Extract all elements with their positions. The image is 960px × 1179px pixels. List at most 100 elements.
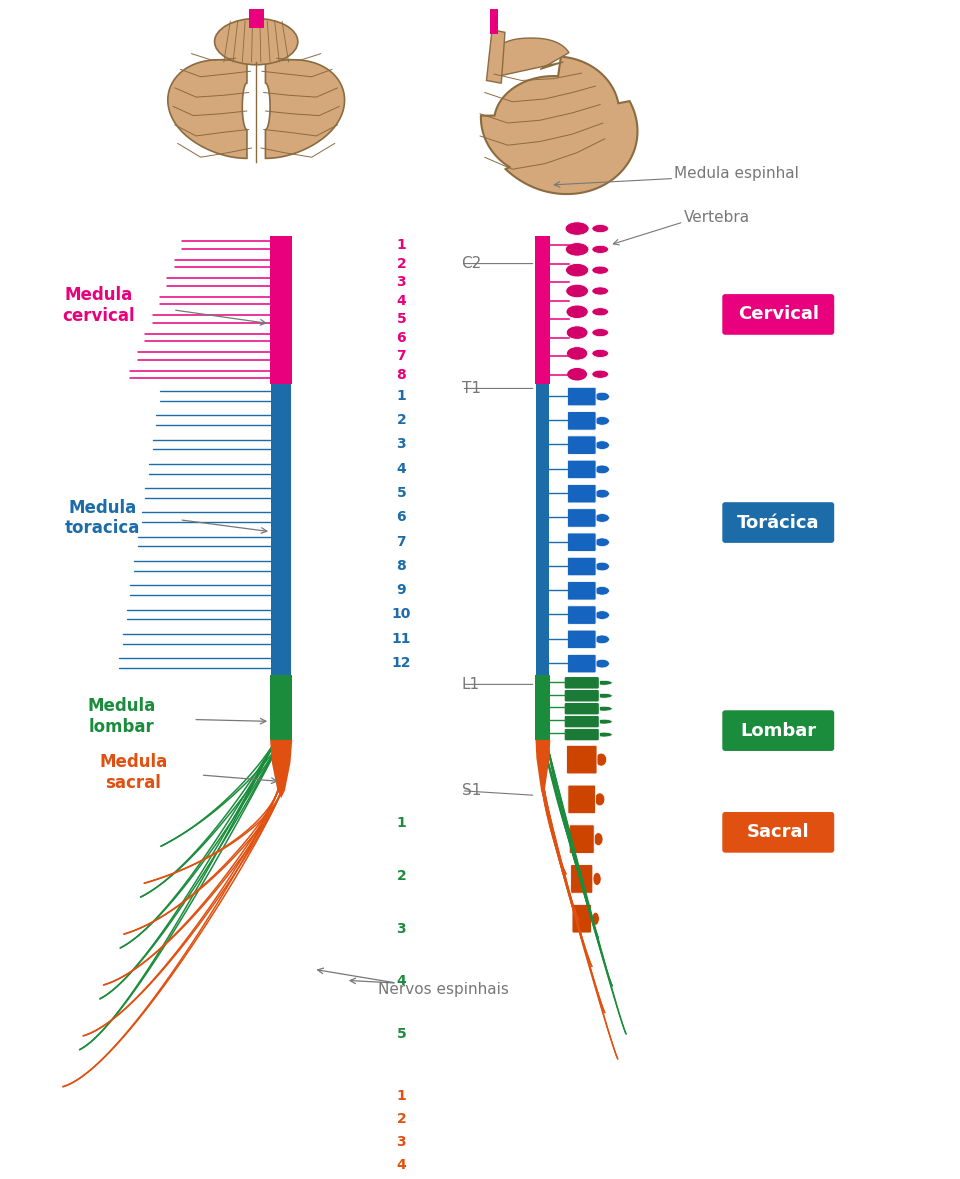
- Ellipse shape: [566, 325, 588, 340]
- Ellipse shape: [595, 706, 612, 711]
- Polygon shape: [249, 9, 264, 28]
- Text: 6: 6: [396, 511, 406, 525]
- Polygon shape: [536, 740, 550, 796]
- Text: 1: 1: [396, 1089, 406, 1102]
- Ellipse shape: [592, 370, 609, 378]
- Ellipse shape: [592, 286, 609, 295]
- FancyBboxPatch shape: [722, 502, 834, 542]
- Text: Vertebra: Vertebra: [684, 210, 750, 225]
- Text: 2: 2: [396, 257, 406, 270]
- Text: S1: S1: [462, 783, 481, 798]
- FancyBboxPatch shape: [566, 745, 597, 773]
- Text: 8: 8: [396, 559, 406, 573]
- Ellipse shape: [594, 659, 610, 668]
- Polygon shape: [491, 38, 569, 77]
- Text: Medula
lombar: Medula lombar: [87, 697, 156, 736]
- Bar: [536, 676, 550, 740]
- Polygon shape: [168, 60, 247, 158]
- Ellipse shape: [594, 538, 610, 547]
- Text: 8: 8: [396, 368, 406, 382]
- Text: Nervos espinhais: Nervos espinhais: [378, 982, 509, 997]
- FancyBboxPatch shape: [564, 716, 599, 727]
- Polygon shape: [487, 29, 505, 84]
- Ellipse shape: [595, 719, 612, 724]
- Text: Medula espinhal: Medula espinhal: [674, 166, 799, 182]
- Text: 4: 4: [396, 974, 406, 988]
- Text: 3: 3: [396, 1135, 406, 1150]
- Bar: [271, 384, 291, 676]
- Text: 3: 3: [396, 437, 406, 452]
- Ellipse shape: [565, 284, 588, 298]
- Ellipse shape: [595, 680, 612, 685]
- Text: 1: 1: [396, 389, 406, 403]
- Text: 3: 3: [396, 275, 406, 289]
- Ellipse shape: [593, 832, 603, 845]
- Ellipse shape: [594, 489, 610, 498]
- FancyBboxPatch shape: [569, 825, 594, 854]
- Ellipse shape: [594, 441, 610, 449]
- Bar: [270, 676, 292, 740]
- Ellipse shape: [592, 349, 609, 357]
- FancyBboxPatch shape: [722, 812, 834, 852]
- Text: 11: 11: [392, 632, 411, 646]
- Text: 1: 1: [396, 238, 406, 252]
- Ellipse shape: [594, 514, 610, 522]
- FancyBboxPatch shape: [564, 690, 599, 702]
- Text: 4: 4: [396, 462, 406, 476]
- Polygon shape: [265, 60, 345, 158]
- Ellipse shape: [595, 732, 612, 737]
- Text: Lombar: Lombar: [740, 722, 816, 739]
- FancyBboxPatch shape: [564, 703, 599, 714]
- Ellipse shape: [594, 611, 610, 619]
- Ellipse shape: [595, 753, 607, 766]
- Text: 10: 10: [392, 607, 411, 621]
- Ellipse shape: [566, 347, 588, 360]
- Text: L1: L1: [462, 677, 480, 692]
- Text: Medula
cervical: Medula cervical: [62, 285, 135, 324]
- Ellipse shape: [594, 393, 610, 401]
- Text: 3: 3: [396, 922, 406, 935]
- Text: T1: T1: [462, 381, 481, 396]
- FancyBboxPatch shape: [567, 411, 596, 430]
- Ellipse shape: [592, 266, 609, 275]
- Text: Sacral: Sacral: [747, 823, 809, 842]
- FancyBboxPatch shape: [567, 654, 596, 673]
- Ellipse shape: [592, 329, 609, 337]
- FancyBboxPatch shape: [570, 864, 593, 894]
- Ellipse shape: [565, 243, 588, 256]
- Ellipse shape: [566, 368, 588, 381]
- Ellipse shape: [594, 586, 610, 595]
- FancyBboxPatch shape: [567, 606, 596, 625]
- Ellipse shape: [594, 635, 610, 644]
- Ellipse shape: [592, 224, 609, 232]
- Text: 4: 4: [396, 1158, 406, 1172]
- Text: C2: C2: [462, 256, 482, 271]
- Text: Torácica: Torácica: [737, 514, 820, 532]
- Ellipse shape: [595, 693, 612, 698]
- Ellipse shape: [592, 308, 609, 316]
- Text: 5: 5: [396, 312, 406, 327]
- Text: 5: 5: [396, 1027, 406, 1041]
- FancyBboxPatch shape: [722, 710, 834, 751]
- Text: Medula
toracica: Medula toracica: [65, 499, 140, 538]
- Ellipse shape: [594, 465, 610, 474]
- Ellipse shape: [594, 793, 605, 805]
- FancyBboxPatch shape: [568, 785, 595, 814]
- Ellipse shape: [215, 19, 298, 65]
- FancyBboxPatch shape: [567, 558, 596, 575]
- Polygon shape: [481, 57, 637, 195]
- FancyBboxPatch shape: [567, 508, 596, 527]
- Text: 4: 4: [396, 294, 406, 308]
- FancyBboxPatch shape: [722, 294, 834, 335]
- Text: 7: 7: [396, 349, 406, 363]
- Bar: [537, 384, 549, 676]
- FancyBboxPatch shape: [567, 581, 596, 600]
- FancyBboxPatch shape: [567, 630, 596, 648]
- Text: Medula
sacral: Medula sacral: [99, 753, 167, 791]
- Ellipse shape: [593, 872, 601, 885]
- Ellipse shape: [565, 263, 588, 277]
- FancyBboxPatch shape: [567, 485, 596, 503]
- Text: 9: 9: [396, 584, 406, 597]
- Ellipse shape: [592, 913, 599, 926]
- Bar: [536, 236, 550, 384]
